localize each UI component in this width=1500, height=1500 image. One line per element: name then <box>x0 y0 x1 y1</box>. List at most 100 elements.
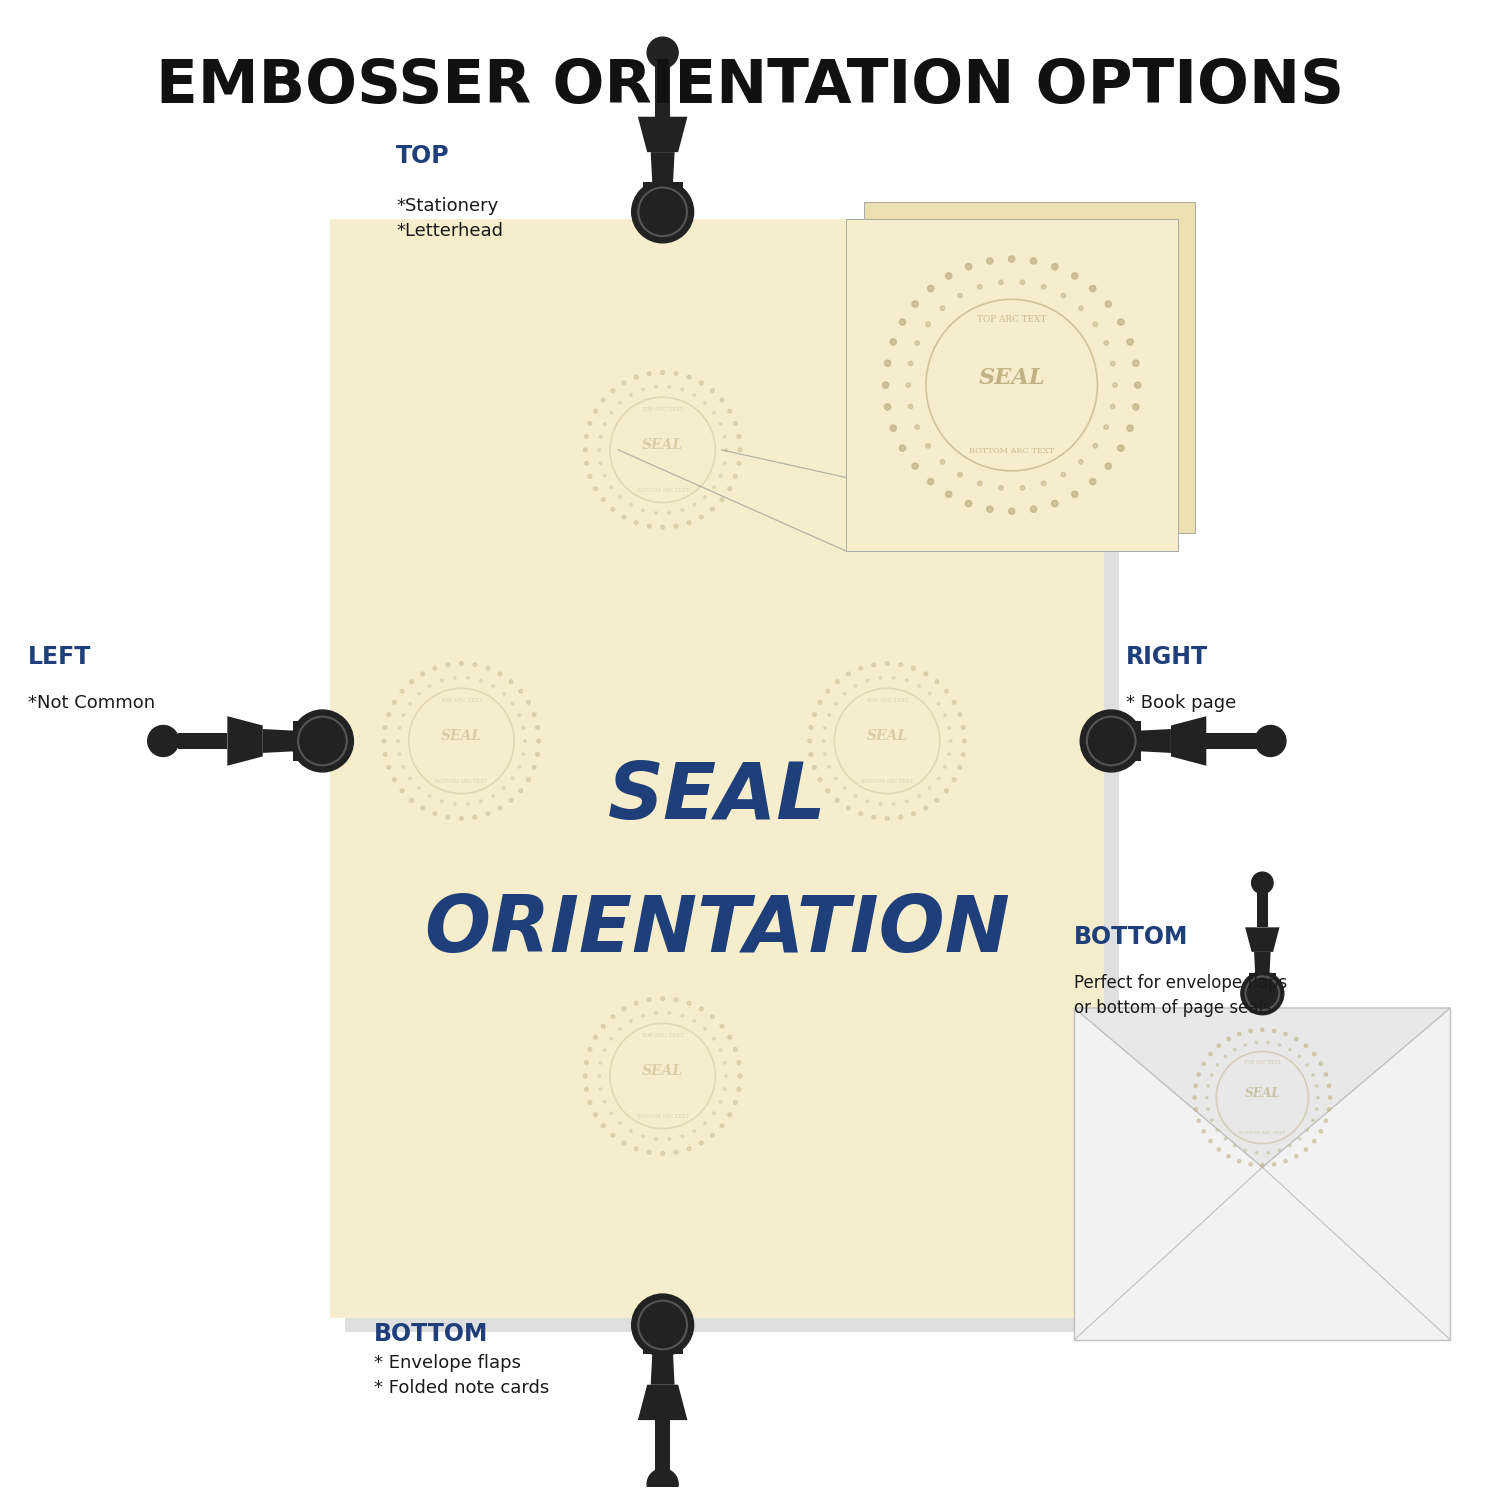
Circle shape <box>853 684 856 687</box>
Circle shape <box>900 446 906 452</box>
Circle shape <box>711 1134 714 1137</box>
Circle shape <box>834 777 837 780</box>
Circle shape <box>1256 1041 1258 1044</box>
Circle shape <box>610 1016 615 1019</box>
Circle shape <box>1256 1152 1258 1154</box>
Circle shape <box>453 676 456 680</box>
Circle shape <box>603 1101 606 1102</box>
Circle shape <box>518 714 520 717</box>
Circle shape <box>865 680 868 682</box>
Circle shape <box>987 506 993 513</box>
Circle shape <box>509 680 513 684</box>
Circle shape <box>871 816 876 819</box>
Circle shape <box>938 777 940 780</box>
Text: TOP ARC TEXT: TOP ARC TEXT <box>976 315 1047 324</box>
Circle shape <box>1071 273 1078 279</box>
Circle shape <box>602 1024 606 1028</box>
Polygon shape <box>228 716 262 765</box>
Circle shape <box>1272 1029 1276 1032</box>
Circle shape <box>918 795 920 798</box>
Circle shape <box>909 405 914 410</box>
Polygon shape <box>177 734 228 748</box>
Circle shape <box>472 816 477 819</box>
Circle shape <box>728 1113 732 1116</box>
Polygon shape <box>668 183 682 225</box>
Circle shape <box>598 462 602 465</box>
Circle shape <box>940 459 945 464</box>
Circle shape <box>503 693 506 694</box>
Circle shape <box>585 1060 588 1065</box>
Circle shape <box>687 375 692 380</box>
Circle shape <box>1227 1155 1230 1158</box>
Circle shape <box>687 520 692 525</box>
Circle shape <box>1089 285 1096 291</box>
Circle shape <box>453 802 456 806</box>
Polygon shape <box>638 1384 687 1420</box>
Circle shape <box>1316 1084 1318 1088</box>
Circle shape <box>926 444 930 448</box>
Circle shape <box>945 273 952 279</box>
Circle shape <box>674 1150 678 1154</box>
Circle shape <box>588 1101 592 1104</box>
Circle shape <box>1030 258 1036 264</box>
Polygon shape <box>292 747 334 760</box>
Circle shape <box>1078 459 1083 464</box>
Circle shape <box>646 38 678 68</box>
Circle shape <box>486 812 490 816</box>
Circle shape <box>1233 1048 1236 1050</box>
Circle shape <box>492 684 495 687</box>
Circle shape <box>1238 1032 1240 1035</box>
Text: * Book page: * Book page <box>1126 694 1236 712</box>
Polygon shape <box>1098 722 1140 735</box>
Circle shape <box>1110 405 1114 410</box>
Circle shape <box>1192 1096 1197 1100</box>
Circle shape <box>957 294 963 298</box>
Circle shape <box>480 800 483 802</box>
Circle shape <box>734 422 738 426</box>
Circle shape <box>1312 1119 1314 1122</box>
Polygon shape <box>656 68 670 117</box>
Circle shape <box>728 486 732 490</box>
Circle shape <box>890 424 897 432</box>
Circle shape <box>728 410 732 413</box>
Circle shape <box>602 498 606 501</box>
Circle shape <box>879 802 882 806</box>
Circle shape <box>594 486 597 490</box>
Circle shape <box>660 525 664 530</box>
Circle shape <box>1288 1048 1292 1050</box>
Circle shape <box>642 1014 645 1017</box>
Circle shape <box>978 482 982 486</box>
Circle shape <box>1194 1084 1197 1088</box>
Circle shape <box>918 684 920 687</box>
Polygon shape <box>642 1312 657 1354</box>
Circle shape <box>736 462 741 465</box>
Text: BOTTOM ARC TEXT: BOTTOM ARC TEXT <box>636 488 688 492</box>
Circle shape <box>871 663 876 666</box>
Circle shape <box>620 1122 621 1125</box>
Circle shape <box>660 370 664 375</box>
Circle shape <box>928 693 932 694</box>
Circle shape <box>1118 446 1124 452</box>
Circle shape <box>704 402 706 404</box>
Circle shape <box>642 1136 645 1137</box>
Circle shape <box>1317 1096 1318 1100</box>
Circle shape <box>1272 1162 1276 1166</box>
Polygon shape <box>656 1420 670 1470</box>
Text: BOTTOM ARC TEXT: BOTTOM ARC TEXT <box>636 1113 688 1119</box>
Circle shape <box>1312 1053 1316 1056</box>
Circle shape <box>537 740 540 742</box>
Circle shape <box>642 388 645 392</box>
Circle shape <box>382 753 387 756</box>
Circle shape <box>512 777 515 780</box>
Circle shape <box>909 362 914 366</box>
Circle shape <box>924 806 928 810</box>
Circle shape <box>1244 1044 1246 1046</box>
Circle shape <box>963 740 966 742</box>
Circle shape <box>1260 1164 1264 1167</box>
Circle shape <box>718 1101 722 1102</box>
Circle shape <box>1126 339 1134 345</box>
Circle shape <box>724 1074 728 1077</box>
Circle shape <box>1080 710 1142 772</box>
Circle shape <box>654 512 657 515</box>
Circle shape <box>387 765 390 770</box>
